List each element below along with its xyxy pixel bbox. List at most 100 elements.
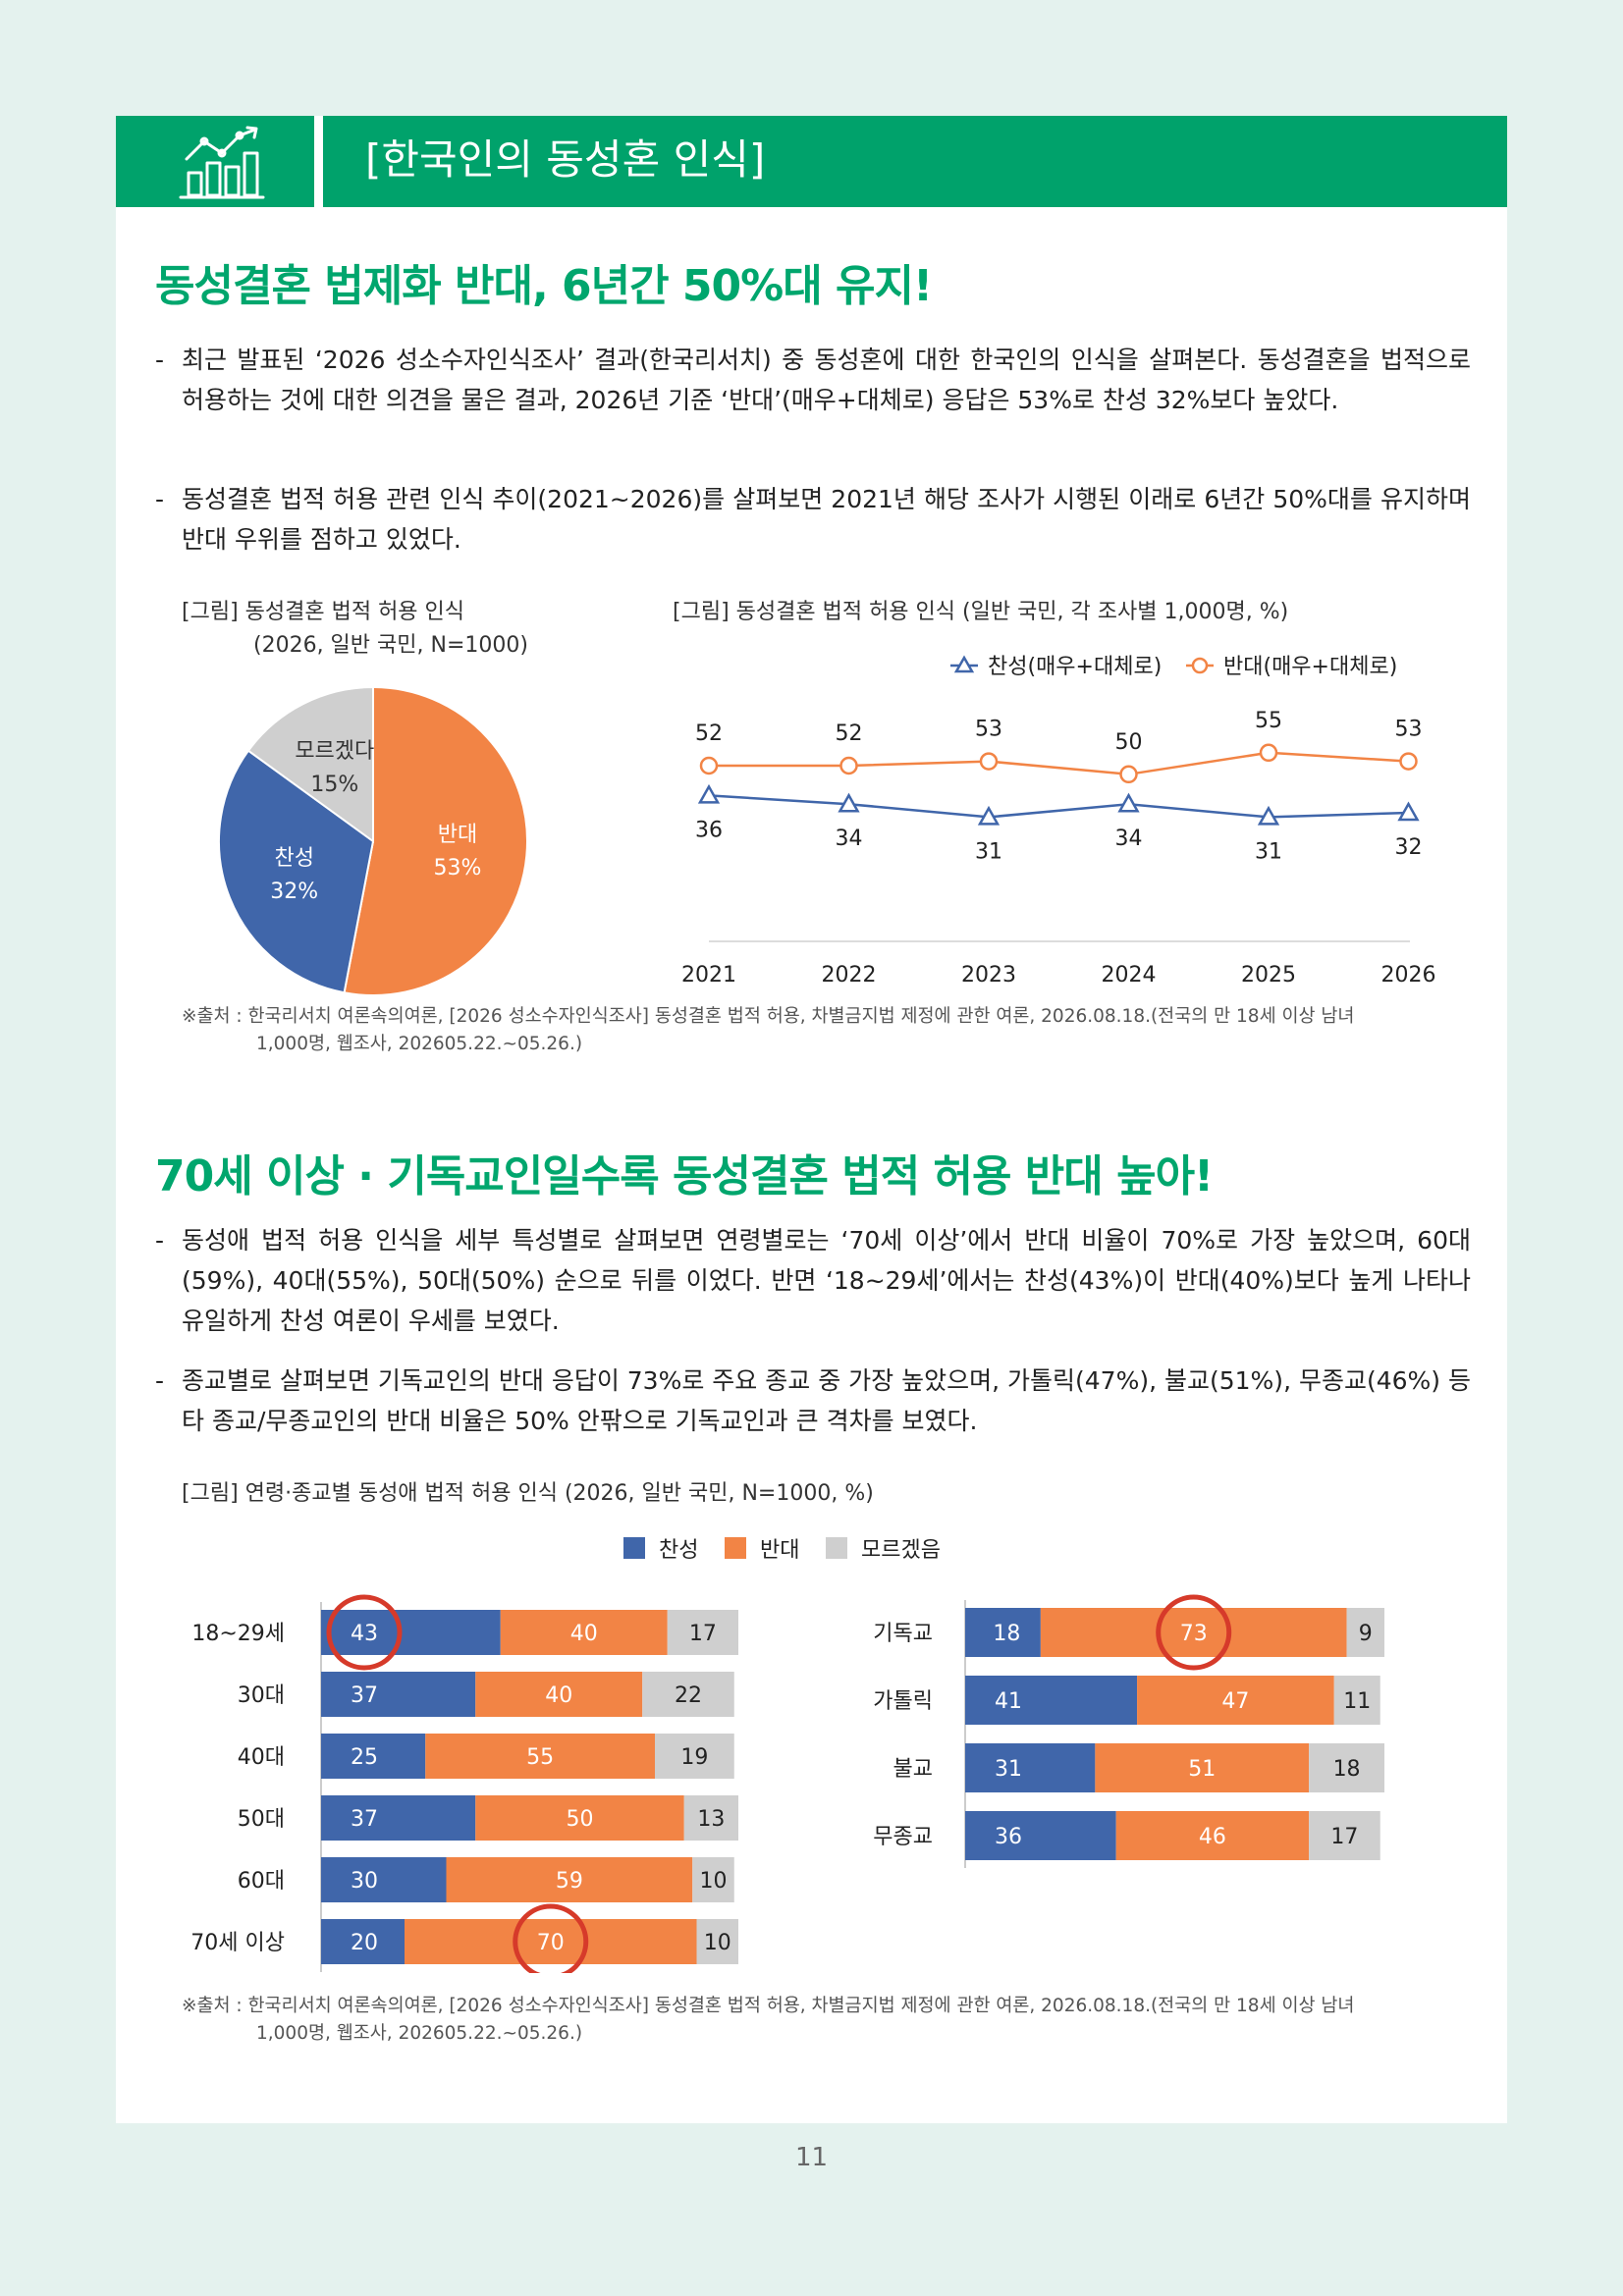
religion-bar-1-0 [965,1676,1138,1725]
point-label-0-1: 34 [836,827,863,851]
religion-value-3-1: 46 [1199,1825,1226,1849]
point-label-1-3: 50 [1115,730,1143,755]
point-label-0-0: 36 [695,818,723,842]
religion-value-1-1: 47 [1221,1689,1249,1714]
section2-bullet-2: - 종교별로 살펴보면 기독교인의 반대 응답이 73%로 주요 종교 중 가장 … [155,1361,1471,1441]
age-bar-2-1 [425,1734,655,1779]
age-bar-5-2 [696,1919,738,1964]
age-value-5-0: 20 [351,1931,378,1955]
point-0-4 [1257,805,1280,826]
pie-value-0: 53% [434,856,482,881]
bullet-text: 동성애 법적 허용 인식을 세부 특성별로 살펴보면 연령별로는 ‘70세 이상… [182,1226,1471,1335]
point-0-3 [1117,792,1140,813]
pie-slice-1 [218,749,375,994]
legend-marker-1 [1191,657,1209,674]
source-line1: ※출처 : 한국리서치 여론속의여론, [2026 성소수자인식조사] 동성결혼… [182,1006,1355,1027]
header-bar [323,116,1507,207]
age-value-0-0: 43 [351,1622,378,1646]
pie-label-0: 반대 [438,823,477,847]
legend-label-0: 찬성(매우+대체로) [988,655,1162,679]
age-bar-3-1 [475,1795,684,1841]
point-1-5 [1399,752,1418,771]
religion-value-0-2: 9 [1359,1622,1373,1646]
age-bar-0-0 [321,1610,501,1655]
religion-value-2-0: 31 [995,1757,1022,1782]
religion-bar-2-2 [1309,1743,1384,1792]
header-icon-box [116,116,314,207]
legend-swatch-2 [826,1537,847,1559]
source-line2: 1,000명, 웹조사, 202605.22.~05.26.) [256,2023,583,2044]
age-bar-4-1 [446,1857,693,1902]
age-category-4: 60대 [238,1869,285,1894]
point-1-2 [979,752,999,771]
pie-caption-line2: (2026, 일반 국민, N=1000) [253,633,528,658]
age-bar-4-2 [692,1857,734,1902]
age-category-5: 70세 이상 [190,1931,285,1955]
age-value-1-1: 40 [545,1683,572,1708]
age-value-4-2: 10 [700,1869,728,1894]
stacked-bar-charts: 찬성 반대 모르겠음 18~29세 43 40 17 30대 37 40 22 40대 25 55 19 50… [190,1537,1384,1973]
point-0-0 [697,783,721,804]
age-bar-1-0 [321,1672,476,1717]
age-highlight-0-0 [326,1594,403,1671]
age-category-2: 40대 [238,1745,285,1770]
pie-label-1: 찬성 [274,846,313,871]
religion-bar-1-1 [1137,1676,1334,1725]
pie-label-2: 모르겠다 [295,739,374,764]
age-value-0-2: 17 [689,1622,717,1646]
x-tick-2025: 2025 [1241,963,1296,988]
age-value-4-0: 30 [351,1869,378,1894]
page-number: 11 [794,2143,829,2172]
religion-value-2-2: 18 [1333,1757,1361,1782]
pie-value-1: 32% [270,880,318,904]
religion-category-3: 무종교 [873,1825,933,1849]
religion-bar-2-0 [965,1743,1096,1792]
section2-bullet-1: - 동성애 법적 허용 인식을 세부 특성별로 살펴보면 연령별로는 ‘70세 이… [155,1220,1471,1341]
age-bar-1-2 [642,1672,734,1717]
point-0-5 [1397,801,1420,822]
point-label-1-1: 52 [836,721,863,746]
section2-source: ※출처 : 한국리서치 여론속의여론, [2026 성소수자인식조사] 동성결혼… [182,1993,1458,2048]
section1-heading: 동성결혼 법제화 반대, 6년간 50%대 유지! [155,261,933,311]
page-title: [한국인의 동성혼 인식] [365,135,766,184]
section1-source: ※출처 : 한국리서치 여론속의여론, [2026 성소수자인식조사] 동성결혼… [182,1003,1458,1058]
age-bar-3-2 [683,1795,738,1841]
age-bar-4-0 [321,1857,447,1902]
age-value-1-2: 22 [675,1683,702,1708]
section2-heading: 70세 이상 · 기독교인일수록 동성결혼 법적 허용 반대 높아! [155,1151,1214,1201]
age-bar-5-0 [321,1919,405,1964]
religion-category-0: 기독교 [873,1622,933,1646]
point-0-2 [977,805,1001,826]
series-line-1 [709,751,1409,776]
age-value-3-2: 13 [697,1807,725,1832]
series-line-0 [708,794,1409,819]
pie-slice-0 [343,685,528,996]
point-label-0-5: 32 [1395,835,1423,860]
religion-value-1-2: 11 [1343,1689,1371,1714]
religion-bar-3-1 [1115,1811,1310,1860]
age-bar-5-1 [405,1919,697,1964]
religion-value-1-0: 41 [995,1689,1022,1714]
section1-bullet-1: - 최근 발표된 ‘2026 성소수자인식조사’ 결과(한국리서치) 중 동성혼에… [155,340,1471,420]
age-category-0: 18~29세 [191,1622,285,1646]
point-label-0-2: 31 [975,839,1002,864]
religion-highlight-0-1 [1156,1594,1232,1671]
point-label-1-5: 53 [1395,718,1423,742]
religion-bar-0-2 [1346,1608,1384,1657]
point-label-1-2: 53 [975,718,1002,742]
x-tick-2024: 2024 [1102,963,1157,988]
legend-swatch-0 [623,1537,645,1559]
point-1-3 [1119,765,1138,784]
point-1-0 [699,756,719,775]
age-highlight-5-1 [513,1903,589,1973]
legend-label-1: 반대(매우+대체로) [1223,655,1397,679]
age-bar-0-1 [500,1610,668,1655]
point-label-1-0: 52 [695,721,723,746]
age-bar-2-2 [655,1734,734,1779]
age-value-5-2: 10 [704,1931,731,1955]
bullet-text: 종교별로 살펴보면 기독교인의 반대 응답이 73%로 주요 종교 중 가장 높… [182,1366,1471,1435]
religion-bar-1-2 [1333,1676,1380,1725]
pie-caption-line1: [그림] 동성결혼 법적 허용 인식 [182,600,465,624]
line-chart: 찬성(매우+대체로) 반대(매우+대체로) 2021 2022 2023 2024 2025… [681,655,1436,988]
religion-bar-0-0 [965,1608,1041,1657]
